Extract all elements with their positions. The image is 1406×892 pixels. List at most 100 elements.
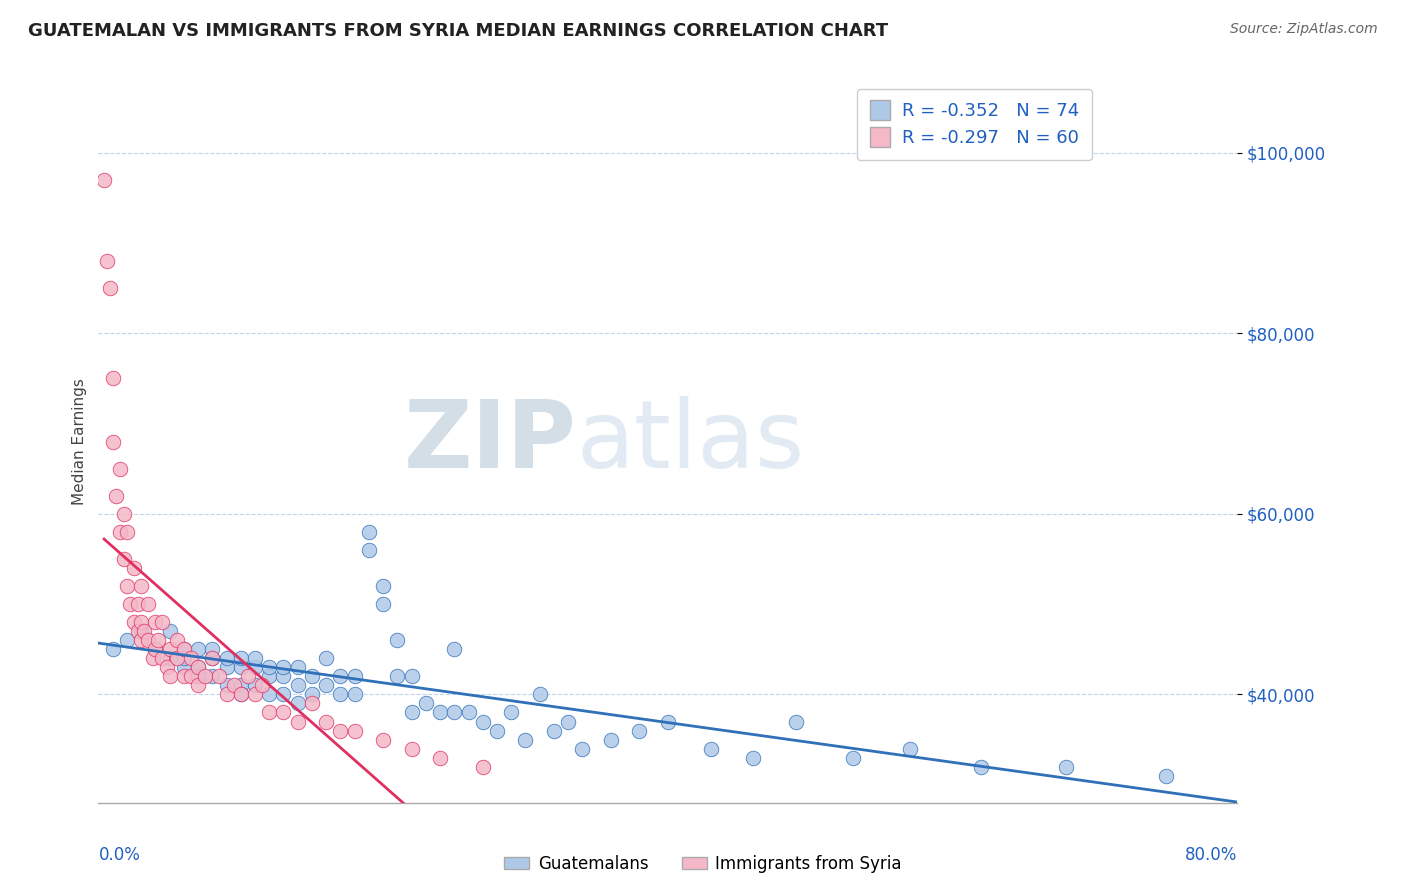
Point — [152, 651, 174, 665]
Point — [443, 706, 465, 720]
Text: 80.0%: 80.0% — [1185, 847, 1237, 864]
Point — [842, 750, 865, 764]
Point — [287, 714, 309, 729]
Point — [259, 687, 281, 701]
Point — [628, 723, 651, 738]
Point — [287, 697, 309, 711]
Point — [457, 706, 479, 720]
Point — [401, 706, 423, 720]
Point — [415, 697, 437, 711]
Point — [343, 669, 366, 683]
Point — [343, 687, 366, 701]
Point — [357, 542, 380, 557]
Point — [429, 750, 451, 764]
Point — [201, 642, 224, 657]
Point — [141, 651, 163, 665]
Point — [159, 624, 181, 639]
Legend: R = -0.352   N = 74, R = -0.297   N = 60: R = -0.352 N = 74, R = -0.297 N = 60 — [856, 89, 1091, 160]
Point — [259, 706, 281, 720]
Text: Source: ZipAtlas.com: Source: ZipAtlas.com — [1230, 22, 1378, 37]
Point — [329, 723, 352, 738]
Point — [1056, 760, 1078, 774]
Point — [156, 660, 179, 674]
Point — [115, 524, 138, 539]
Point — [127, 597, 149, 611]
Point — [104, 489, 127, 503]
Point — [108, 524, 131, 539]
Point — [287, 678, 309, 692]
Point — [287, 660, 309, 674]
Point — [243, 678, 266, 692]
Point — [357, 524, 380, 539]
Point — [127, 624, 149, 639]
Text: ZIP: ZIP — [404, 395, 576, 488]
Point — [250, 678, 273, 692]
Point — [101, 642, 124, 657]
Point — [343, 723, 366, 738]
Point — [115, 579, 138, 593]
Point — [315, 678, 337, 692]
Point — [180, 669, 202, 683]
Point — [145, 642, 167, 657]
Point — [329, 687, 352, 701]
Point — [159, 651, 181, 665]
Point — [215, 687, 238, 701]
Point — [315, 714, 337, 729]
Point — [557, 714, 579, 729]
Point — [166, 651, 188, 665]
Point — [699, 741, 721, 756]
Point — [429, 706, 451, 720]
Point — [101, 434, 124, 449]
Legend: Guatemalans, Immigrants from Syria: Guatemalans, Immigrants from Syria — [498, 848, 908, 880]
Point — [96, 253, 118, 268]
Point — [136, 633, 159, 648]
Y-axis label: Median Earnings: Median Earnings — [72, 378, 87, 505]
Point — [173, 660, 195, 674]
Point — [145, 615, 167, 630]
Point — [187, 660, 209, 674]
Point — [112, 507, 135, 521]
Point — [229, 660, 252, 674]
Point — [187, 642, 209, 657]
Point — [501, 706, 523, 720]
Point — [373, 597, 395, 611]
Point — [129, 633, 152, 648]
Point — [159, 642, 181, 657]
Point — [112, 552, 135, 566]
Point — [373, 732, 395, 747]
Point — [486, 723, 509, 738]
Point — [301, 669, 323, 683]
Point — [742, 750, 765, 764]
Point — [173, 642, 195, 657]
Point — [229, 678, 252, 692]
Point — [98, 281, 121, 295]
Point — [259, 660, 281, 674]
Point — [122, 615, 145, 630]
Point — [529, 687, 551, 701]
Point — [173, 651, 195, 665]
Point — [273, 660, 295, 674]
Point — [101, 371, 124, 385]
Point — [194, 669, 217, 683]
Point — [259, 669, 281, 683]
Point — [243, 660, 266, 674]
Point — [315, 651, 337, 665]
Point — [273, 669, 295, 683]
Point — [273, 706, 295, 720]
Point — [273, 687, 295, 701]
Point — [132, 624, 155, 639]
Text: GUATEMALAN VS IMMIGRANTS FROM SYRIA MEDIAN EARNINGS CORRELATION CHART: GUATEMALAN VS IMMIGRANTS FROM SYRIA MEDI… — [28, 22, 889, 40]
Point — [329, 669, 352, 683]
Point — [173, 669, 195, 683]
Point — [471, 760, 494, 774]
Point — [215, 651, 238, 665]
Point — [145, 642, 167, 657]
Text: atlas: atlas — [576, 395, 806, 488]
Text: 0.0%: 0.0% — [98, 847, 141, 864]
Point — [401, 669, 423, 683]
Point — [215, 660, 238, 674]
Point — [387, 669, 409, 683]
Point — [93, 172, 115, 186]
Point — [108, 461, 131, 475]
Point — [471, 714, 494, 729]
